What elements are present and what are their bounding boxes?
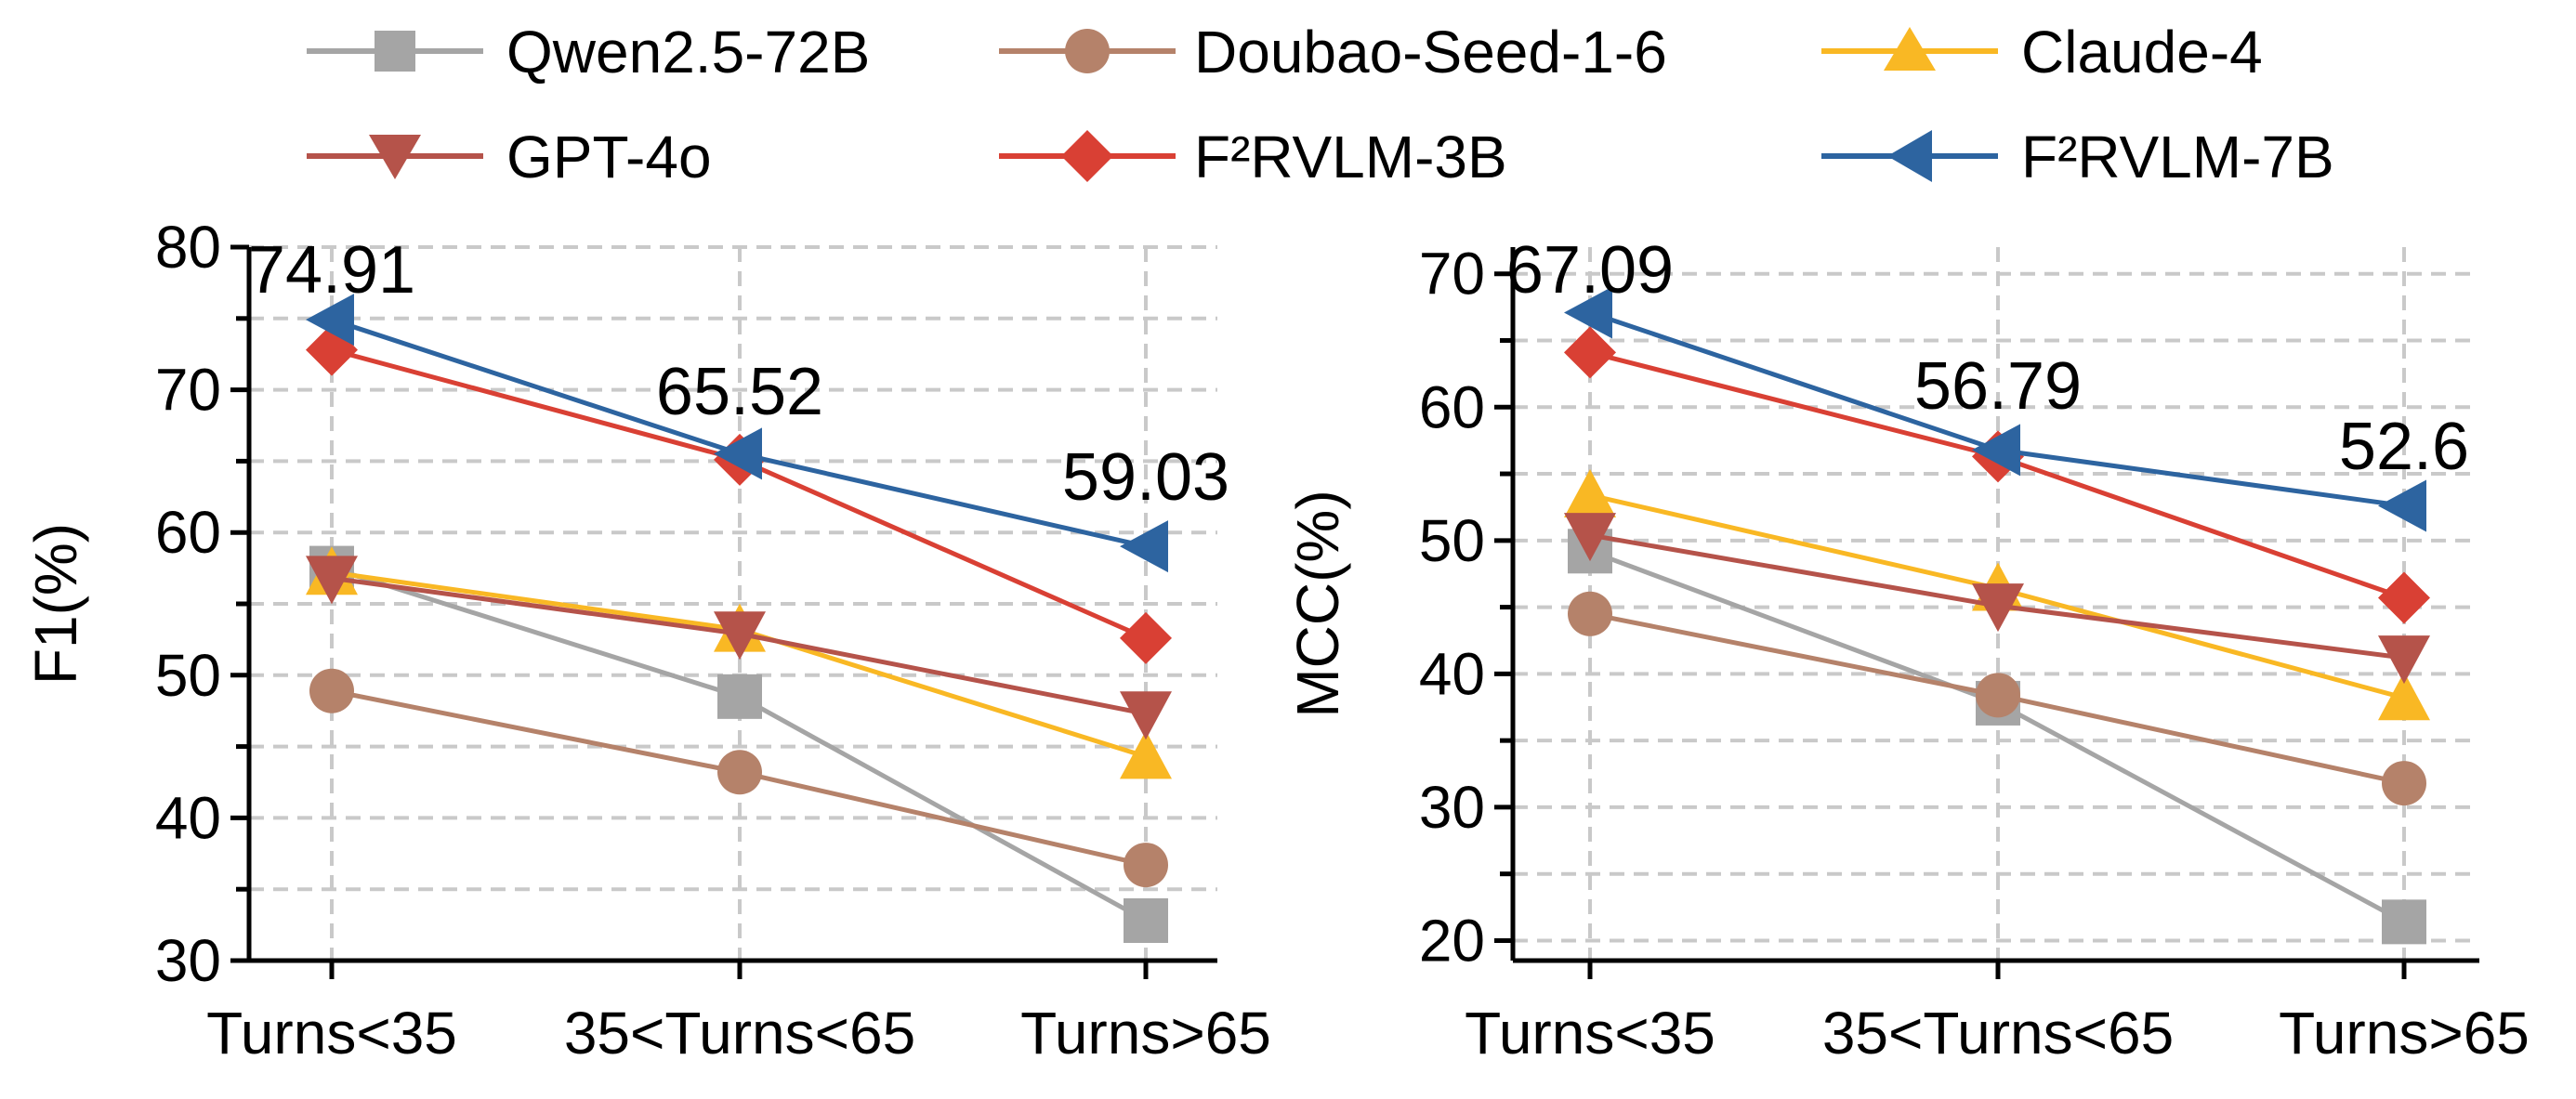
legend-marker-doubao [1065, 29, 1110, 73]
f1-point-f2rvlm-7b [1120, 520, 1168, 573]
mcc-point-gpt-4o [2378, 635, 2430, 685]
legend-entry-f2rvlm-7b: F²RVLM-7B [1821, 124, 2334, 190]
legend: Qwen2.5-72B Doubao-Seed-1-6 Claude-4 GPT… [307, 19, 2334, 190]
legend-marker-gpt4o [369, 135, 421, 179]
mcc-x-tick-label: Turns<35 [1465, 1000, 1715, 1066]
f1-point-qwen2-5-72b [717, 674, 762, 719]
f1-y-tick-label: 70 [155, 357, 221, 424]
f1-point-doubao-seed-1-6 [1124, 843, 1168, 888]
mcc-point-gpt-4o [1564, 513, 1616, 562]
f1-y-tick-label: 30 [155, 927, 221, 994]
legend-entry-gpt4o: GPT-4o [307, 124, 712, 190]
f1-y-tick-label: 60 [155, 499, 221, 566]
f1-y-tick-label: 50 [155, 642, 221, 709]
legend-marker-qwen [375, 31, 415, 72]
f1-point-gpt-4o [306, 556, 358, 605]
f1-point-qwen2-5-72b [1124, 897, 1168, 943]
mcc-y-axis-title: MCC(%) [1284, 490, 1351, 717]
f1-series-qwen2-5-72b [309, 545, 1168, 943]
f1-x-tick-label: Turns<35 [206, 1000, 457, 1066]
f1-y-axis-title: F1(%) [22, 523, 89, 685]
mcc-chart-panel: 20 30 40 50 60 70 Turns<35 35<Turns<65 Turns>65 M… [1284, 233, 2530, 1066]
f1-series-gpt-4o [306, 556, 1172, 740]
mcc-point-claude-4 [1564, 469, 1616, 518]
legend-marker-claude [1884, 27, 1936, 71]
f1-data-label: 59.03 [1062, 440, 1229, 515]
mcc-point-gpt-4o [1972, 583, 2024, 633]
f1-point-f2rvlm-7b [306, 294, 354, 347]
mcc-point-doubao-seed-1-6 [1568, 591, 1612, 636]
mcc-series-doubao-seed-1-6 [1568, 591, 2426, 806]
f1-point-gpt-4o [714, 611, 766, 661]
f1-series-f2rvlm-7b [306, 294, 1168, 573]
legend-marker-f2rvlm-7b [1887, 130, 1932, 182]
mcc-data-label: 67.09 [1506, 233, 1674, 307]
f1-point-f2rvlm-3b [1120, 611, 1172, 664]
mcc-point-f2rvlm-3b [2378, 571, 2430, 624]
mcc-x-tick-label: Turns>65 [2279, 1000, 2530, 1066]
mcc-y-tick-label: 20 [1419, 907, 1485, 974]
f1-chart-panel: 30 40 50 60 70 80 Turns<35 35<Turns<65 Turns>65 F… [22, 214, 1271, 1066]
mcc-y-tick-label: 30 [1419, 774, 1485, 841]
legend-marker-f2rvlm-3b [1061, 130, 1113, 182]
f1-point-doubao-seed-1-6 [309, 668, 354, 713]
legend-label-claude: Claude-4 [2021, 19, 2263, 85]
legend-entry-claude: Claude-4 [1821, 19, 2263, 85]
mcc-y-tick-label: 50 [1419, 507, 1485, 574]
legend-label-qwen: Qwen2.5-72B [506, 19, 870, 85]
f1-y-tick-label: 40 [155, 784, 221, 851]
legend-label-f2rvlm-3b: F²RVLM-3B [1194, 124, 1507, 190]
mcc-point-f2rvlm-7b [1564, 286, 1612, 339]
mcc-point-claude-4 [2378, 672, 2430, 721]
mcc-y-tick-label: 70 [1419, 241, 1485, 307]
mcc-series-f2rvlm-7b [1564, 286, 2426, 532]
legend-entry-doubao: Doubao-Seed-1-6 [999, 19, 1667, 85]
mcc-x-tick-label: 35<Turns<65 [1822, 1000, 2174, 1066]
mcc-y-tick-label: 60 [1419, 373, 1485, 440]
f1-y-tick-label: 80 [155, 214, 221, 281]
mcc-data-label: 56.79 [1914, 349, 2082, 424]
legend-label-gpt4o: GPT-4o [506, 124, 712, 190]
f1-point-f2rvlm-7b [714, 427, 762, 480]
f1-data-label: 74.91 [248, 233, 415, 307]
legend-entry-f2rvlm-3b: F²RVLM-3B [999, 124, 1507, 190]
f1-x-tick-label: Turns>65 [1020, 1000, 1271, 1066]
f1-data-label: 65.52 [656, 355, 823, 429]
mcc-series-gpt-4o [1564, 513, 2430, 685]
f1-x-tick-label: 35<Turns<65 [564, 1000, 915, 1066]
mcc-data-label: 52.6 [2339, 410, 2469, 484]
f1-point-doubao-seed-1-6 [717, 750, 762, 795]
mcc-point-f2rvlm-3b [1564, 326, 1616, 379]
mcc-point-f2rvlm-7b [1972, 424, 2020, 477]
legend-label-f2rvlm-7b: F²RVLM-7B [2021, 124, 2334, 190]
mcc-point-f2rvlm-7b [2378, 479, 2426, 532]
mcc-y-tick-label: 40 [1419, 640, 1485, 707]
mcc-point-qwen2-5-72b [2382, 899, 2426, 945]
legend-label-doubao: Doubao-Seed-1-6 [1194, 19, 1667, 85]
f1-series-doubao-seed-1-6 [309, 668, 1168, 888]
f1-point-claude-4 [1120, 730, 1172, 779]
mcc-point-doubao-seed-1-6 [1976, 673, 2020, 718]
f1-point-gpt-4o [1120, 691, 1172, 740]
legend-entry-qwen: Qwen2.5-72B [307, 19, 870, 85]
mcc-point-doubao-seed-1-6 [2382, 761, 2426, 806]
